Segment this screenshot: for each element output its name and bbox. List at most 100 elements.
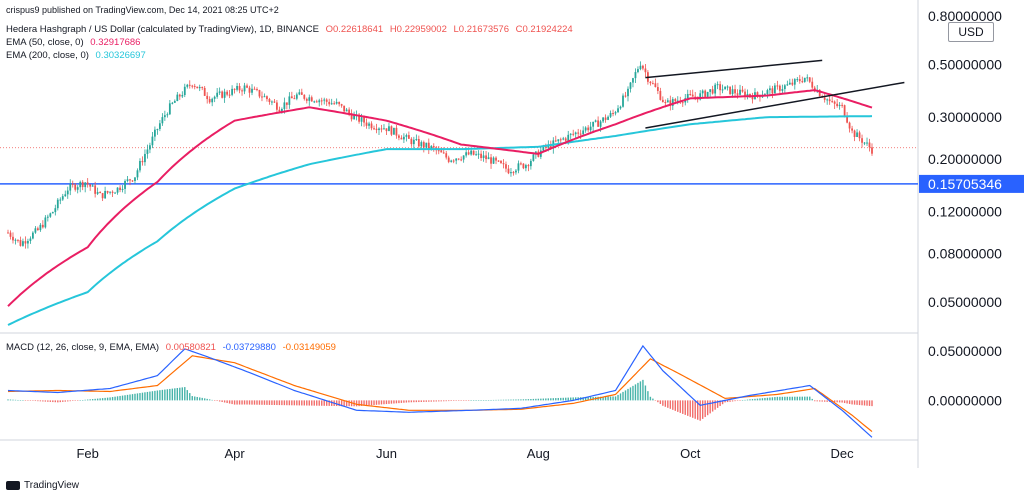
candle-body: [393, 127, 395, 135]
candle-body: [258, 90, 261, 97]
macd-histogram-bar: [248, 400, 251, 405]
macd-histogram-bar: [624, 390, 627, 401]
macd-histogram-bar: [330, 400, 333, 406]
candle-body: [681, 102, 684, 104]
macd-histogram-bar: [19, 400, 22, 401]
candle-body: [176, 94, 179, 102]
macd-histogram-bar: [57, 400, 59, 403]
macd-histogram-bar: [159, 390, 161, 401]
candle-body: [462, 155, 465, 160]
candle-body: [288, 96, 291, 105]
candle-body: [562, 138, 565, 140]
macd-histogram-bar: [455, 400, 457, 401]
macd-histogram-bar: [218, 400, 221, 402]
candle-body: [497, 160, 500, 162]
macd-histogram-bar: [17, 399, 19, 401]
candle-body: [27, 240, 29, 244]
macd-histogram-bar: [64, 400, 66, 402]
candle-body: [729, 86, 731, 95]
macd-histogram-bar: [602, 396, 604, 401]
candle-body: [769, 88, 771, 91]
ema50-value: 0.32917686: [90, 37, 141, 48]
candle-body: [442, 152, 445, 154]
candle-body: [315, 101, 318, 103]
candle-body: [806, 77, 809, 79]
macd-histogram-bar: [584, 397, 587, 401]
candle-body: [56, 199, 59, 209]
candle-body: [188, 84, 191, 86]
macd-histogram-bar: [711, 400, 714, 412]
macd-histogram-bar: [667, 400, 669, 408]
macd-histogram-bar: [714, 400, 716, 410]
candle-body: [168, 103, 171, 115]
candle-body: [335, 101, 338, 104]
candle-body: [644, 68, 647, 73]
macd-histogram-bar: [644, 385, 647, 401]
macd-histogram-bar: [228, 400, 231, 404]
macd-histogram-bar: [706, 400, 709, 416]
macd-histogram-bar: [697, 400, 699, 420]
macd-histogram-bar: [256, 400, 258, 405]
macd-histogram-bar: [141, 392, 144, 401]
macd-histogram-bar: [144, 392, 146, 401]
macd-histogram-bar: [851, 400, 853, 405]
macd-histogram-bar: [67, 400, 69, 402]
macd-histogram-bar: [677, 400, 679, 412]
candle-body: [256, 89, 258, 91]
candle-body: [612, 113, 614, 115]
macd-histogram-bar: [836, 400, 838, 403]
macd-histogram-bar: [729, 400, 731, 402]
y-tick-label: 0.30000000: [928, 109, 1002, 125]
ema200-legend: EMA (200, close, 0) 0.30326697: [6, 50, 146, 61]
macd-histogram-bar: [89, 399, 91, 401]
macd-histogram-bar: [856, 400, 858, 405]
candle-body: [412, 139, 415, 145]
candle-body: [193, 85, 196, 87]
candle-body: [380, 128, 383, 130]
candle-body: [373, 128, 375, 130]
macd-histogram-bar: [221, 400, 223, 402]
candle-body: [79, 181, 82, 188]
candle-body: [843, 105, 846, 117]
macd-histogram-bar: [298, 400, 301, 406]
candle-body: [868, 142, 871, 148]
candle-body: [520, 163, 522, 165]
ema50-label: EMA (50, close, 0): [6, 37, 84, 48]
macd-histogram-bar: [659, 400, 662, 404]
candle-body: [121, 188, 124, 190]
macd-histogram-bar: [32, 400, 34, 401]
macd-histogram-bar: [567, 397, 569, 401]
x-tick-label: Oct: [680, 446, 701, 461]
candle-body: [495, 157, 497, 161]
candle-body: [241, 90, 243, 92]
macd-histogram-bar: [704, 400, 706, 418]
candle-body: [313, 101, 316, 103]
macd-histogram-bar: [507, 399, 510, 401]
candle-body: [512, 172, 515, 174]
macd-histogram-bar: [301, 400, 303, 406]
candle-body: [400, 137, 403, 140]
macd-histogram-bar: [709, 400, 711, 414]
macd-histogram-bar: [345, 400, 348, 407]
candle-body: [587, 127, 590, 131]
macd-histogram-bar: [510, 399, 512, 401]
macd-histogram-bar: [266, 400, 268, 405]
candle-body: [592, 121, 595, 127]
currency-button[interactable]: USD: [948, 22, 994, 42]
candle-body: [163, 115, 166, 118]
candle-body: [517, 163, 520, 171]
macd-histogram-bar: [241, 400, 243, 405]
macd-histogram-bar: [682, 400, 684, 414]
macd-histogram-bar: [863, 400, 866, 406]
candle-body: [544, 145, 547, 148]
candle-body: [701, 90, 704, 94]
macd-histogram-bar: [335, 400, 338, 407]
candle-body: [826, 99, 829, 101]
candle-body: [420, 142, 423, 147]
macd-histogram-bar: [819, 400, 821, 402]
macd-histogram-bar: [186, 390, 188, 401]
macd-histogram-bar: [9, 399, 12, 401]
ema50-line: [7, 89, 873, 307]
candle-body: [278, 109, 281, 112]
